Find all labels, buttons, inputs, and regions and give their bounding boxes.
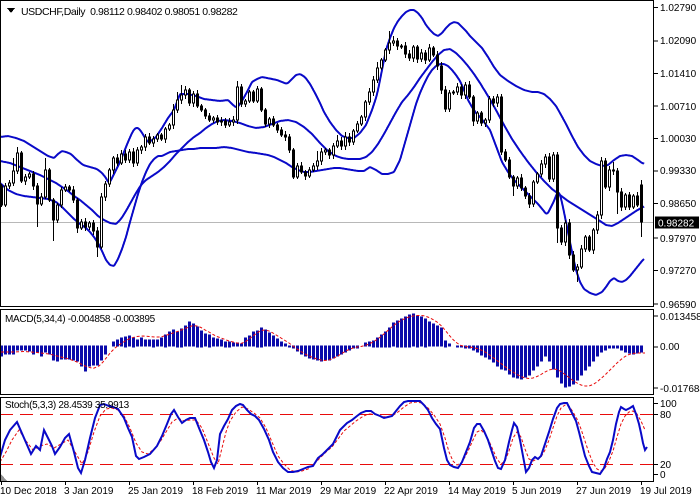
svg-text:10 Dec 2018: 10 Dec 2018 <box>0 486 57 497</box>
svg-text:0.00: 0.00 <box>660 342 680 353</box>
svg-text:100: 100 <box>660 399 677 410</box>
svg-text:0.97270: 0.97270 <box>660 266 697 277</box>
svg-text:19 Jul 2019: 19 Jul 2019 <box>640 486 692 497</box>
svg-text:3 Jan 2019: 3 Jan 2019 <box>64 486 114 497</box>
svg-text:USDCHF,Daily 0.98112 0.98402: USDCHF,Daily 0.98112 0.98402 0.98051 0.9… <box>21 6 238 18</box>
svg-text:18 Feb 2019: 18 Feb 2019 <box>192 486 249 497</box>
svg-text:0.97970: 0.97970 <box>660 234 697 245</box>
svg-text:0.99330: 0.99330 <box>660 166 697 177</box>
svg-text:27 Jun 2019: 27 Jun 2019 <box>576 486 631 497</box>
svg-text:11 Mar 2019: 11 Mar 2019 <box>256 486 312 497</box>
svg-text:-0.017684: -0.017684 <box>660 384 700 395</box>
svg-text:5 Jun 2019: 5 Jun 2019 <box>512 486 562 497</box>
svg-text:22 Apr 2019: 22 Apr 2019 <box>384 486 438 497</box>
svg-text:1.02090: 1.02090 <box>660 36 697 47</box>
svg-text:1.01410: 1.01410 <box>660 69 697 80</box>
svg-text:0: 0 <box>660 470 666 481</box>
svg-text:14 May 2019: 14 May 2019 <box>448 486 506 497</box>
svg-text:1.00710: 1.00710 <box>660 102 697 113</box>
svg-text:MACD(5,34,4) -0.004858 -0.0038: MACD(5,34,4) -0.004858 -0.003895 <box>5 314 156 325</box>
svg-text:Stoch(5,3,3) 28.4539 35.9913: Stoch(5,3,3) 28.4539 35.9913 <box>5 400 130 411</box>
svg-text:80: 80 <box>660 410 672 421</box>
svg-text:0.98282: 0.98282 <box>658 219 695 230</box>
svg-text:20: 20 <box>660 460 672 471</box>
svg-text:29 Mar 2019: 29 Mar 2019 <box>320 486 377 497</box>
svg-text:0.013458: 0.013458 <box>660 312 700 323</box>
svg-text:0.96590: 0.96590 <box>660 300 697 311</box>
svg-text:25 Jan 2019: 25 Jan 2019 <box>128 486 183 497</box>
svg-text:1.00030: 1.00030 <box>660 134 697 145</box>
svg-text:1.02790: 1.02790 <box>660 3 697 14</box>
svg-text:0.98650: 0.98650 <box>660 199 697 210</box>
